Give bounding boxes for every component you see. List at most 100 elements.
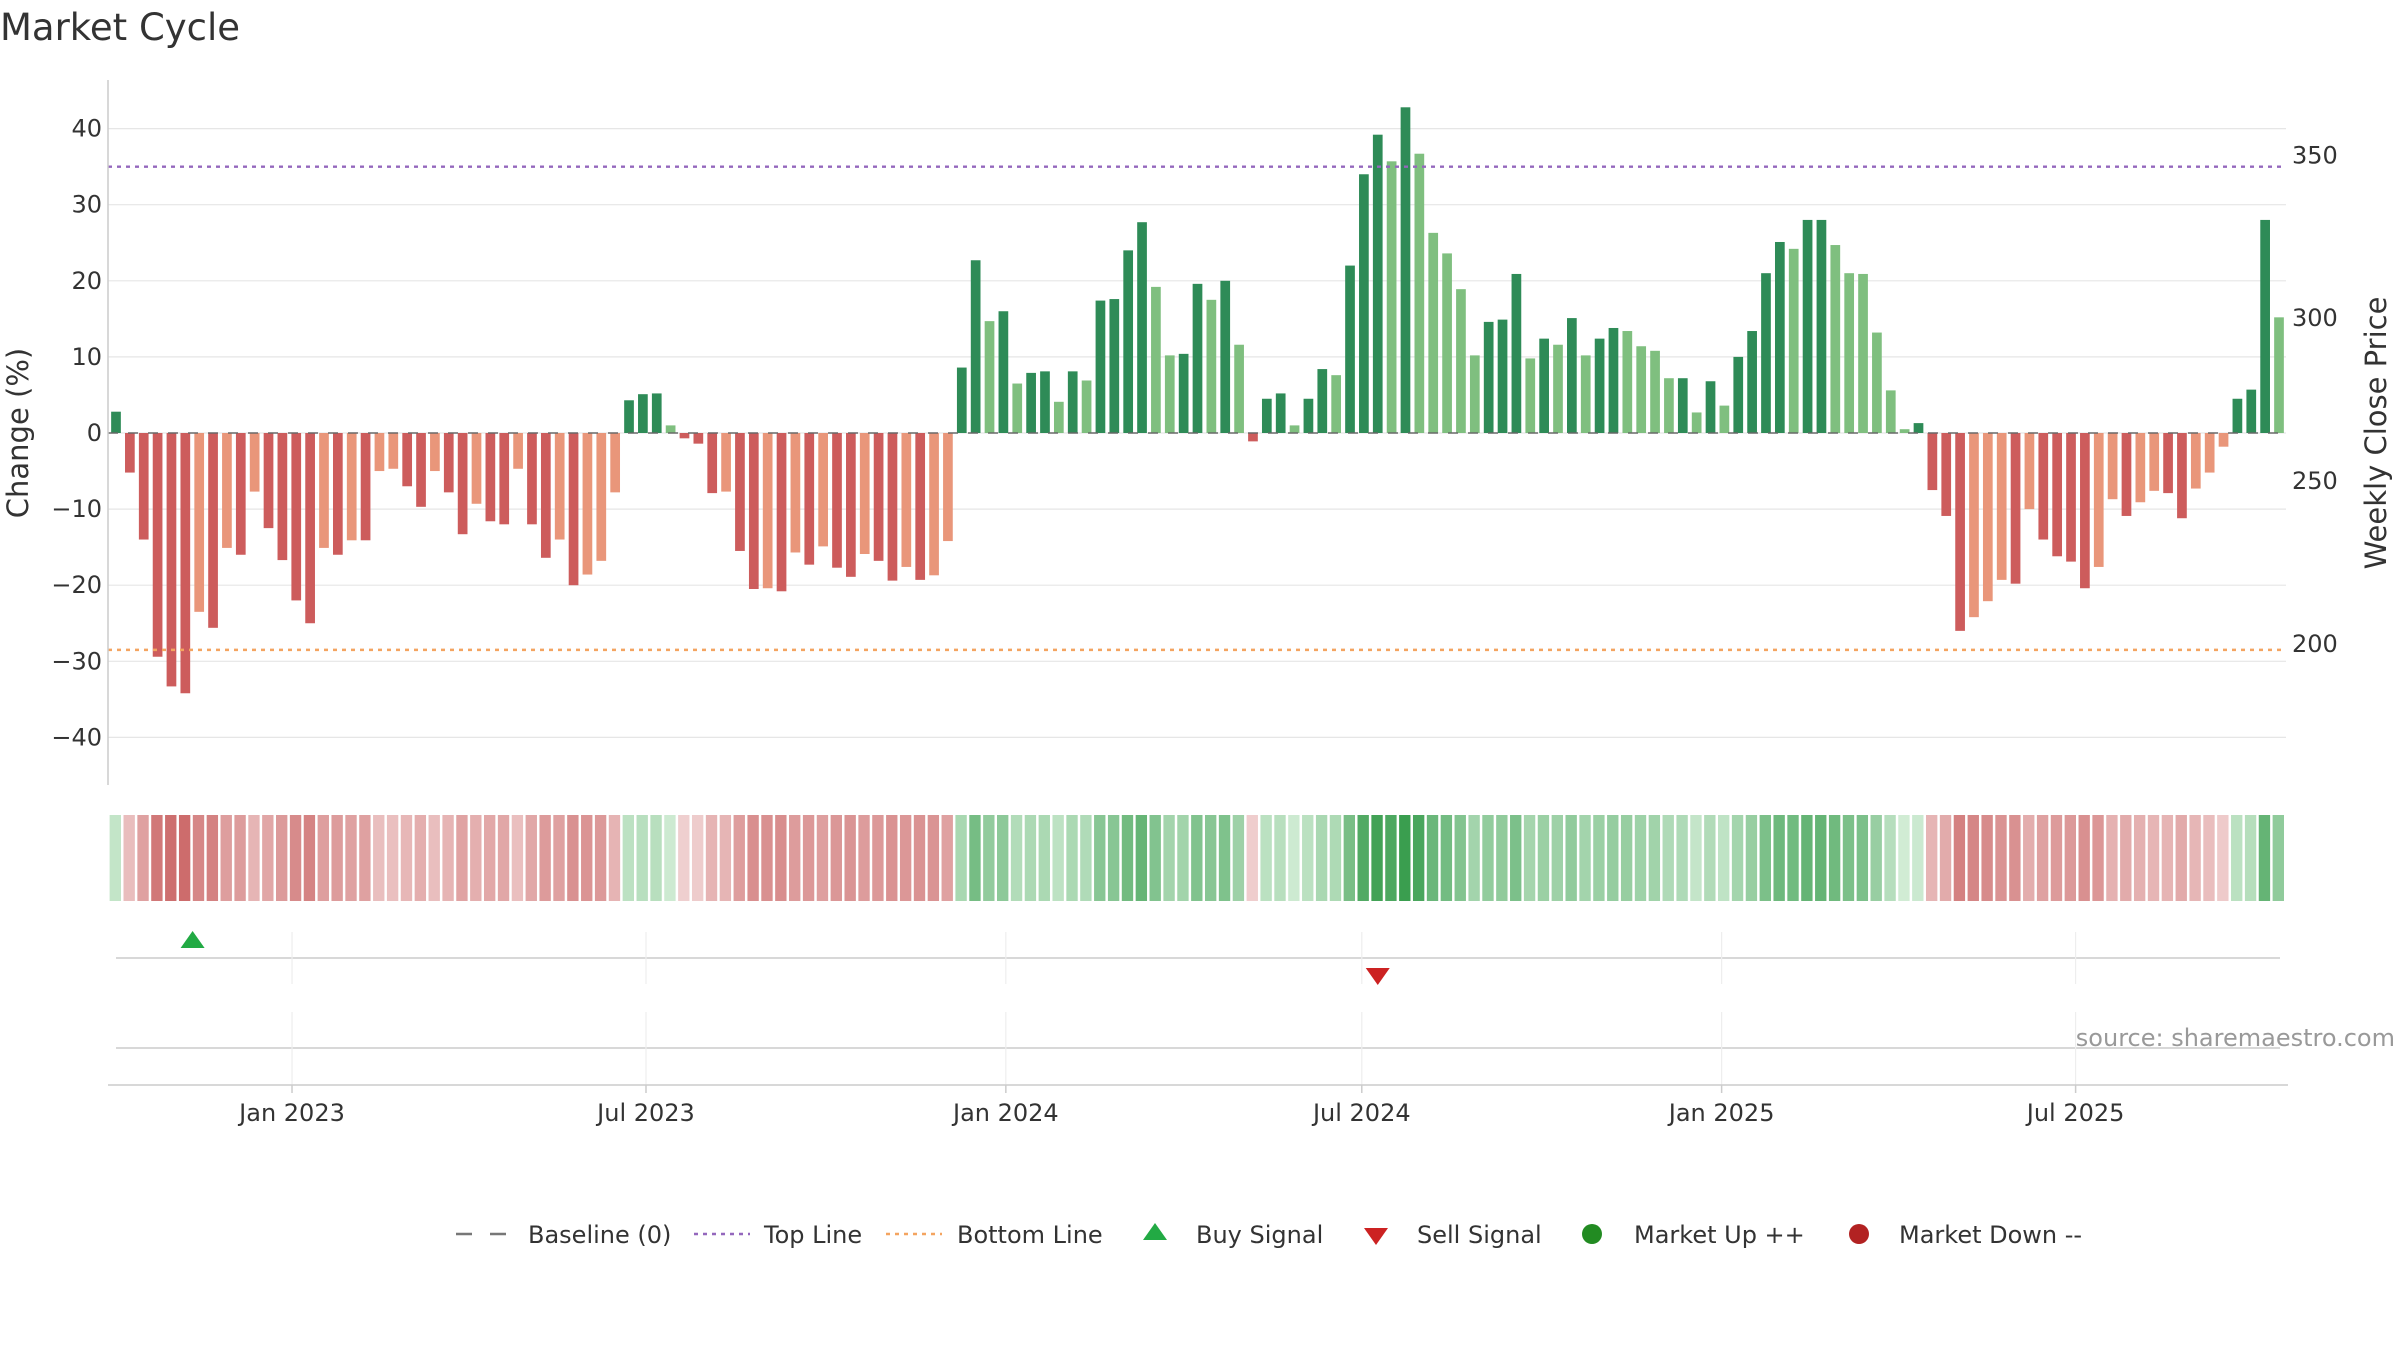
heat-cell — [1218, 815, 1231, 901]
heat-cell — [1815, 815, 1827, 901]
bar — [2135, 433, 2146, 503]
bar — [2038, 433, 2049, 540]
heat-cell — [1426, 815, 1439, 901]
heat-cell — [2120, 815, 2132, 901]
bar — [651, 393, 662, 433]
heat-cell — [206, 815, 219, 901]
heat-cell — [1412, 815, 1425, 901]
bar — [1996, 433, 2007, 580]
heat-cell — [1981, 815, 1993, 901]
axes: −40 −30 −20 −10 0 10 20 30 40 200 250 300 350 — [51, 80, 2338, 785]
heat-cell — [2092, 815, 2104, 901]
heat-cell — [761, 815, 773, 901]
bar — [1608, 327, 1619, 433]
heat-cell — [1773, 815, 1785, 901]
bar — [1580, 355, 1591, 433]
heat-cell — [553, 815, 565, 901]
y-tick-label: 0 — [87, 419, 102, 447]
heat-cell — [1579, 815, 1591, 901]
bar — [1969, 433, 1979, 618]
bar — [1137, 222, 1147, 433]
heat-cell — [1440, 815, 1453, 901]
legend-label: Top Line — [763, 1221, 862, 1249]
heat-cell — [1274, 815, 1286, 901]
legend-market-down-marker — [1849, 1224, 1869, 1244]
heat-cell — [1718, 815, 1730, 901]
bar — [152, 433, 163, 657]
y2-tick-label: 200 — [2292, 630, 2338, 658]
bar — [1885, 390, 1896, 433]
bar — [1622, 331, 1633, 433]
bar — [984, 321, 995, 433]
heat-cell — [1260, 815, 1272, 901]
heat-cell — [691, 815, 704, 901]
heat-cell — [705, 815, 718, 901]
bar — [1012, 383, 1023, 433]
heat-cell — [1177, 815, 1189, 901]
bar — [1567, 318, 1577, 433]
heat-cell — [1925, 815, 1938, 901]
bar — [1525, 358, 1536, 433]
heat-cell — [1121, 815, 1134, 901]
bar — [1747, 331, 1757, 433]
heat-cell — [1191, 815, 1203, 901]
bar — [291, 433, 302, 601]
heat-cell — [2189, 815, 2201, 901]
heat-cell — [137, 815, 149, 901]
heat-cell — [1246, 815, 1258, 901]
legend-label: Bottom Line — [957, 1221, 1103, 1249]
market-panel — [116, 1012, 2280, 1085]
heat-cell — [1288, 815, 1300, 901]
bar — [1774, 241, 1785, 433]
legend-label: Market Up ++ — [1634, 1221, 1805, 1249]
bar — [707, 433, 718, 494]
bar — [832, 433, 842, 568]
bar — [402, 433, 413, 487]
y2-tick-label: 250 — [2292, 467, 2338, 495]
heat-cell — [1607, 815, 1619, 901]
heat-cell — [248, 815, 260, 901]
bar — [1594, 338, 1605, 433]
heat-cell — [844, 815, 856, 901]
bar — [1469, 355, 1480, 433]
heat-cell — [234, 815, 246, 901]
bar — [2107, 433, 2118, 500]
source-label: source: sharemaestro.com — [2076, 1024, 2395, 1052]
bar — [1511, 273, 1522, 433]
bar — [1761, 273, 1771, 433]
y-tick-label: −30 — [51, 647, 102, 675]
heat-cell — [886, 815, 898, 901]
bar — [416, 433, 426, 507]
bar — [443, 433, 454, 493]
legend-buy-marker — [1143, 1223, 1167, 1240]
y-tick-label: 40 — [71, 115, 102, 143]
bar — [554, 433, 565, 540]
x-tick-label: Jan 2025 — [1667, 1099, 1775, 1127]
bar — [332, 433, 343, 555]
bar — [1913, 423, 1924, 433]
heat-cell — [2272, 815, 2284, 901]
heat-cell — [1052, 815, 1064, 901]
bar — [1345, 265, 1355, 433]
bar — [360, 433, 371, 541]
bar — [596, 433, 607, 561]
bar — [1719, 405, 1730, 433]
bar — [721, 433, 731, 492]
heat-cell — [955, 815, 967, 901]
heat-cell — [1995, 815, 2007, 901]
bar — [846, 433, 856, 577]
bar — [2024, 433, 2035, 510]
heat-cell — [2009, 815, 2021, 901]
heat-cell — [1662, 815, 1674, 901]
bar — [693, 433, 704, 444]
heat-cell — [1828, 815, 1841, 901]
bar — [1151, 286, 1161, 433]
heat-cell — [345, 815, 357, 901]
bar — [1636, 346, 1647, 433]
heat-cell — [1302, 815, 1314, 901]
heat-cell — [1496, 815, 1508, 901]
bar — [249, 433, 260, 492]
bar — [748, 433, 759, 590]
heat-cell — [192, 815, 205, 901]
bar — [1899, 429, 1910, 433]
